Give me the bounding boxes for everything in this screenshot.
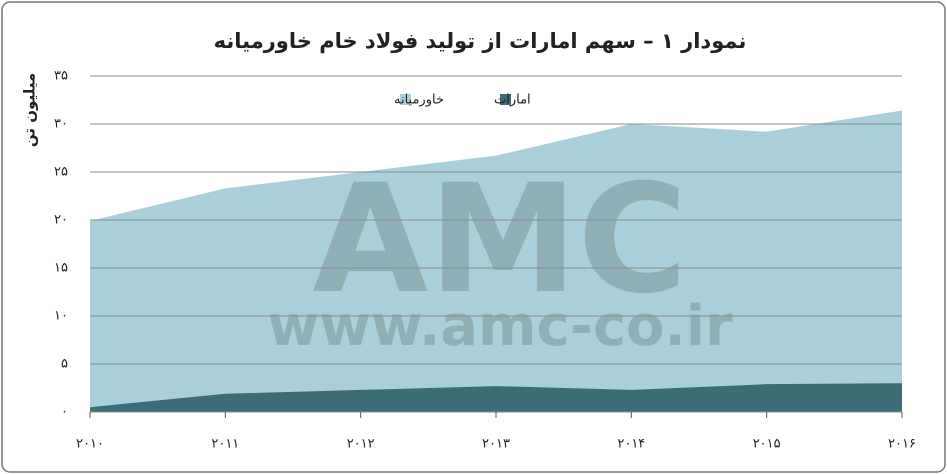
area: [90, 383, 902, 412]
legend-swatch: [400, 94, 411, 105]
x-tick-label: ۲۰۱۰: [76, 437, 104, 452]
x-tick-label: ۲۰۱۱: [211, 437, 239, 452]
y-tick-label: ۰: [61, 405, 68, 420]
y-tick-label: ۱۰: [54, 309, 68, 324]
y-axis-label: میلیون تن: [21, 73, 39, 147]
watermark: AMC: [312, 153, 687, 327]
area: [90, 110, 902, 412]
y-tick-label: ۲۰: [54, 213, 68, 228]
y-tick-label: ۱۵: [54, 261, 68, 276]
legend-label: امارات: [494, 93, 531, 108]
y-tick-label: ۳۵: [54, 69, 68, 84]
x-tick-label: ۲۰۱۴: [617, 437, 645, 452]
y-tick-label: ۲۵: [54, 165, 68, 180]
chart-title: نمودار ۱ – سهم امارات از تولید فولاد خام…: [214, 29, 747, 53]
x-tick-label: ۲۰۱۲: [347, 437, 375, 452]
legend-label: خاورمیانه: [394, 93, 444, 108]
legend-swatch: [500, 94, 511, 105]
x-tick-label: ۲۰۱۶: [888, 437, 916, 452]
watermark: www.amc-co.ir: [267, 294, 733, 359]
y-tick-label: ۳۰: [54, 117, 68, 132]
x-tick-label: ۲۰۱۵: [753, 437, 781, 452]
y-tick-label: ۵: [61, 357, 68, 372]
x-tick-label: ۲۰۱۳: [482, 437, 510, 452]
